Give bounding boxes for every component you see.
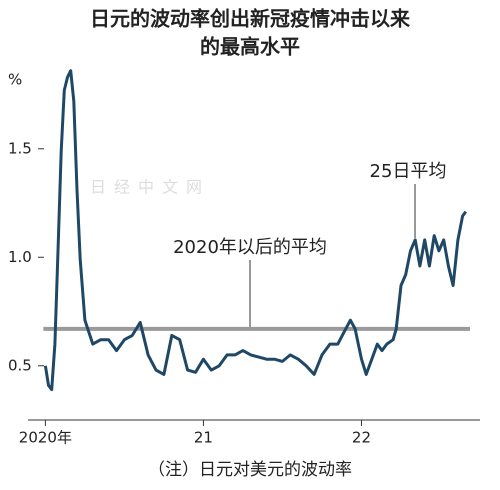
y-tick-label: 1.5 bbox=[8, 139, 32, 157]
chart-title: 日元的波动率创出新冠疫情冲击以来 bbox=[90, 7, 411, 31]
y-tick-label: 0.5 bbox=[8, 356, 32, 374]
x-tick-label: 21 bbox=[194, 429, 213, 447]
x-tick-label: 2020年 bbox=[19, 429, 72, 447]
data-line bbox=[43, 69, 468, 392]
note: （注）日元对美元的波动率 bbox=[148, 460, 352, 480]
x-tick-label: 22 bbox=[352, 429, 371, 447]
y-unit: % bbox=[8, 71, 22, 89]
reference-label: 2020年以后的平均 bbox=[173, 237, 327, 258]
chart-title: 的最高水平 bbox=[200, 35, 300, 59]
watermark: 日经中文网 bbox=[90, 178, 210, 197]
annotation: 25日平均 bbox=[370, 161, 447, 182]
y-tick-label: 1.0 bbox=[8, 248, 32, 266]
